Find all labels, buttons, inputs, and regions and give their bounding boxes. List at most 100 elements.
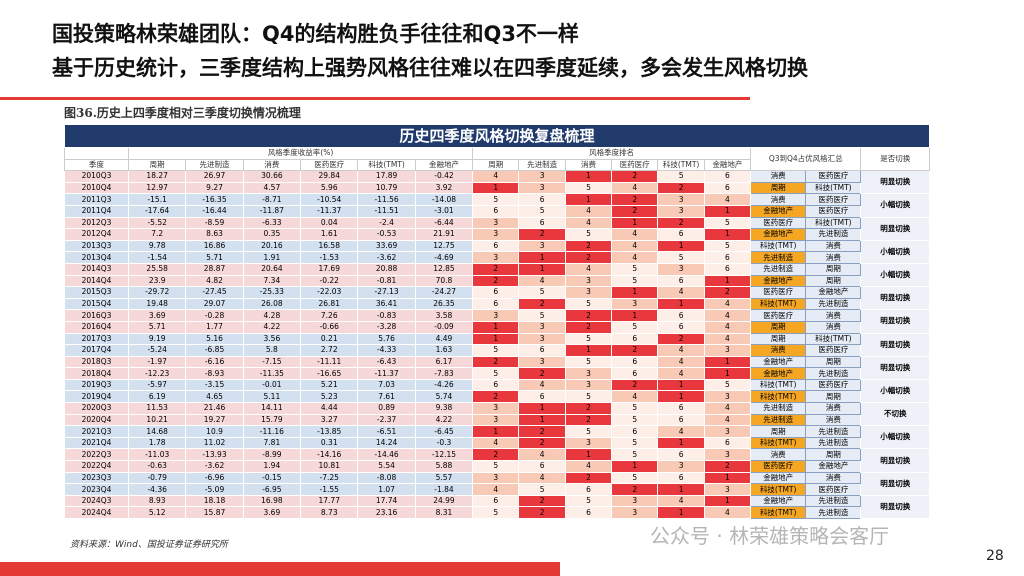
return-cell: -11.56 [357, 193, 416, 206]
rank-cell: 5 [611, 471, 659, 485]
rank-cell: 1 [472, 181, 520, 195]
rank-cell: 6 [611, 355, 659, 369]
blank [64, 147, 129, 160]
rank-cell: 2 [518, 506, 566, 519]
rank-cell: 2 [518, 228, 566, 241]
quarter: 2010Q3 [64, 170, 129, 183]
top-style: 消费 [805, 309, 862, 322]
rank-cell: 1 [518, 402, 566, 415]
return-cell: 16.86 [185, 239, 244, 253]
return-cell: -11.03 [127, 448, 187, 462]
quarter: 2023Q4 [64, 483, 129, 496]
top-style: 先进制造 [805, 297, 862, 311]
return-cell: -13.93 [185, 448, 244, 462]
return-cell: -0.01 [242, 378, 302, 392]
rank-cell: 3 [472, 228, 520, 241]
rank-cell: 5 [657, 170, 705, 183]
return-cell: -12.15 [414, 448, 474, 462]
top-style: 消费 [805, 251, 862, 264]
quarter: 2024Q4 [64, 506, 129, 519]
group-header: 风格季度排名 [472, 147, 752, 160]
top-style: 先进制造 [805, 425, 862, 438]
return-cell: -14.46 [357, 448, 416, 462]
page-number: 28 [986, 548, 1004, 564]
return-cell: 11.02 [185, 436, 244, 450]
return-cell: 12.75 [414, 239, 474, 253]
rank-cell: 5 [564, 390, 613, 404]
quarter: 2019Q3 [64, 378, 129, 392]
rank-cell: 3 [518, 170, 566, 183]
quarter: 2016Q4 [64, 320, 129, 334]
return-cell: -27.45 [185, 286, 244, 299]
data-row: 2015Q4 19.48 29.07 26.08 26.81 36.41 26.35 6 2 5 3… [64, 297, 930, 311]
top-style: 科技(TMT) [750, 239, 807, 253]
rank-cell: 6 [472, 286, 520, 299]
return-cell: -0.3 [414, 436, 474, 450]
return-cell: 10.79 [357, 181, 416, 195]
column-header: 周期 [472, 158, 520, 172]
rank-cell: 6 [611, 332, 659, 346]
rank-cell: 4 [518, 471, 566, 485]
return-cell: -8.93 [185, 367, 244, 380]
rank-cell: 6 [611, 367, 659, 380]
return-cell: 1.91 [242, 251, 302, 264]
column-header: 金融地产 [703, 158, 752, 172]
return-cell: -6.85 [185, 344, 244, 357]
rank-cell: 2 [611, 193, 659, 206]
return-cell: -25.33 [242, 286, 302, 299]
rank-cell: 5 [472, 506, 520, 519]
rank-cell: 1 [518, 262, 566, 276]
rank-cell: 4 [611, 239, 659, 253]
data-row: 2020Q4 10.21 19.27 15.79 3.27 -2.37 4.22 3 1 2 5 6 4… [64, 413, 930, 427]
top-style: 科技(TMT) [750, 506, 807, 519]
quarter: 2012Q3 [64, 216, 129, 230]
return-cell: 26.35 [414, 297, 474, 311]
rank-cell: 2 [657, 332, 705, 346]
rank-cell: 6 [703, 436, 752, 450]
return-cell: 10.81 [300, 460, 359, 473]
top-style: 金融地产 [750, 355, 807, 369]
rank-cell: 2 [472, 262, 520, 276]
rank-cell: 1 [703, 355, 752, 369]
return-cell: 8.63 [185, 228, 244, 241]
switch-cell: 小幅切换 [860, 193, 930, 218]
return-cell: -0.53 [357, 228, 416, 241]
rank-cell: 6 [657, 320, 705, 334]
rank-cell: 5 [518, 286, 566, 299]
rank-cell: 4 [518, 448, 566, 462]
group-header: Q3到Q4占优风格汇总 [750, 146, 862, 172]
return-cell: 0.04 [300, 216, 359, 230]
column-header: 季度 [64, 158, 129, 172]
data-row: 2020Q3 11.53 21.46 14.11 4.44 0.89 9.38 3 1 2 5 6 4 先… [64, 402, 930, 427]
return-cell: -7.83 [414, 367, 474, 380]
rank-cell: 1 [472, 425, 520, 438]
return-cell: 5.57 [414, 471, 474, 485]
quarter: 2017Q4 [64, 344, 129, 357]
top-style: 周期 [805, 274, 862, 288]
return-cell: -11.37 [357, 367, 416, 380]
rank-cell: 6 [472, 204, 520, 218]
top-style: 医药医疗 [805, 204, 862, 218]
table-title: 历史四季度风格切换复盘梳理 [64, 124, 930, 148]
return-cell: -27.13 [357, 286, 416, 299]
return-cell: 30.66 [242, 170, 302, 183]
rank-cell: 6 [472, 297, 520, 311]
return-cell: 5.16 [185, 332, 244, 346]
switch-cell: 小幅切换 [860, 262, 930, 288]
rank-cell: 1 [703, 471, 752, 485]
return-cell: -0.79 [127, 471, 187, 485]
switch-cell: 小幅切换 [860, 378, 930, 404]
column-header: 科技(TMT) [357, 158, 416, 172]
return-cell: 10.9 [185, 425, 244, 438]
rank-cell: 4 [611, 228, 659, 241]
rank-cell: 4 [703, 193, 752, 206]
group-header: 是否切换 [860, 146, 930, 172]
rank-cell: 3 [703, 390, 752, 404]
rank-cell: 6 [564, 483, 613, 496]
return-cell: 9.27 [185, 181, 244, 195]
rank-cell: 6 [472, 494, 520, 508]
return-cell: 0.31 [300, 436, 359, 450]
rank-cell: 5 [611, 413, 659, 427]
rank-cell: 3 [564, 286, 613, 299]
return-cell: -10.54 [300, 193, 359, 206]
